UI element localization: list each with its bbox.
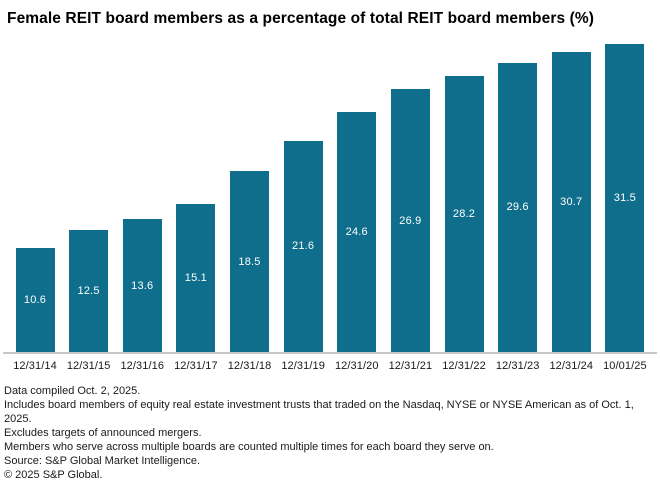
bar-value-label: 13.6	[131, 279, 154, 292]
bar: 30.7	[551, 51, 591, 352]
copyright-note: © 2025 S&P Global.	[4, 469, 103, 481]
bar-value-label: 28.2	[452, 208, 476, 221]
bar: 15.1	[176, 204, 216, 352]
bar: 18.5	[230, 171, 269, 352]
bar-column: 29.6	[494, 44, 542, 352]
bar-column: 15.1	[172, 44, 220, 352]
bar: 13.6	[122, 219, 162, 352]
plot-area: 10.6 12.5 13.6 15.1 18.5 21.6 24.6 26.9 28.2 29.6…	[0, 44, 660, 372]
bar-value-label: 12.5	[77, 284, 100, 297]
bar: 31.5	[605, 44, 645, 352]
footnote-data-compiled: Data compiled Oct. 2, 2025.	[4, 385, 141, 397]
bar-column: 10.6	[11, 44, 59, 352]
x-axis-tick-labels: 12/31/14 12/31/15 12/31/16 12/31/17 12/31/18…	[11, 354, 649, 372]
footnote-inclusion-criteria: Includes board members of equity real es…	[4, 399, 634, 425]
footnote-exclusions: Excludes targets of announced mergers.	[4, 427, 202, 439]
x-axis-tick-label: 10/01/25	[603, 360, 647, 372]
x-axis-tick-label: 12/31/23	[495, 360, 540, 372]
x-axis-tick-label: 12/31/15	[66, 360, 111, 372]
bar-value-label: 24.6	[345, 225, 368, 238]
bar-column: 31.5	[601, 44, 649, 352]
bar: 21.6	[283, 140, 323, 352]
bar-value-label: 30.7	[560, 195, 583, 208]
bar-column: 30.7	[547, 44, 595, 352]
footnotes: Data compiled Oct. 2, 2025. Includes boa…	[0, 384, 652, 482]
bar: 24.6	[337, 111, 377, 352]
bar-value-label: 29.6	[506, 201, 529, 214]
bar-value-label: 31.5	[613, 192, 636, 204]
bar: 26.9	[390, 89, 430, 352]
bar-column: 24.6	[333, 44, 381, 352]
x-axis-tick-label: 12/31/17	[174, 360, 218, 372]
x-axis-tick-label: 12/31/18	[227, 360, 272, 372]
bar: 12.5	[69, 229, 109, 352]
x-axis-tick-label: 12/31/19	[281, 360, 325, 372]
x-axis-tick-label: 12/31/20	[334, 360, 379, 372]
chart-title: Female REIT board members as a percentag…	[7, 10, 594, 27]
bar: 28.2	[444, 76, 484, 352]
source-note: Source: S&P Global Market Intelligence.	[4, 455, 201, 467]
bar: 10.6	[15, 248, 55, 352]
bar-column: 13.6	[118, 44, 166, 352]
bar-value-label: 21.6	[292, 240, 315, 253]
x-axis-tick-label: 12/31/21	[388, 360, 433, 372]
x-axis-tick-label: 12/31/24	[549, 360, 594, 372]
bar-value-label: 26.9	[399, 214, 422, 227]
bar: 29.6	[498, 62, 538, 352]
bar-value-label: 18.5	[238, 255, 261, 268]
bar-column: 21.6	[279, 44, 327, 352]
bar-column: 28.2	[440, 44, 488, 352]
bar-chart: 10.6 12.5 13.6 15.1 18.5 21.6 24.6 26.9 28.2 29.6…	[11, 44, 649, 352]
bar-column: 26.9	[386, 44, 434, 352]
footnote-counting-method: Members who serve across multiple boards…	[4, 441, 494, 453]
bar-column: 18.5	[226, 44, 274, 352]
x-axis-tick-label: 12/31/14	[13, 360, 57, 372]
x-axis-line	[3, 352, 657, 354]
x-axis-tick-label: 12/31/22	[442, 360, 486, 372]
bar-value-label: 15.1	[184, 272, 207, 285]
bar-column: 12.5	[65, 44, 113, 352]
bar-value-label: 10.6	[23, 294, 47, 307]
x-axis-tick-label: 12/31/16	[120, 360, 165, 372]
